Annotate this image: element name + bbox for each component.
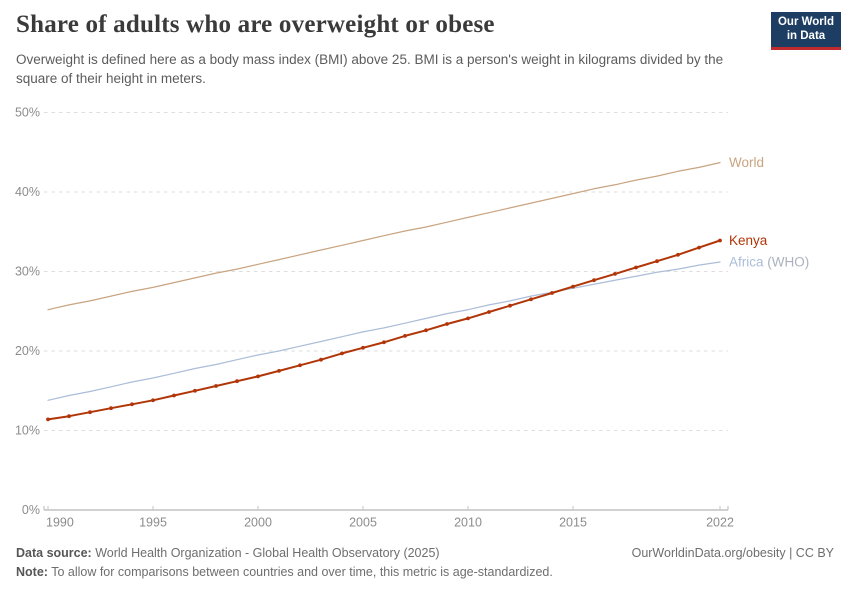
- data-point-marker: [172, 393, 176, 398]
- x-axis-tick-label: 2015: [559, 516, 587, 530]
- series-label-world[interactable]: World: [729, 155, 764, 170]
- data-point-marker: [319, 357, 323, 362]
- data-point-marker: [193, 388, 197, 393]
- series-line-world[interactable]: [47, 161, 721, 311]
- data-point-marker: [361, 345, 365, 350]
- data-point-marker: [235, 379, 239, 384]
- data-point-marker: [487, 310, 491, 314]
- x-axis-tick-label: 1995: [139, 516, 167, 530]
- note-text: Note: To allow for comparisons between c…: [16, 565, 553, 579]
- y-axis-tick-label: 40%: [15, 185, 40, 199]
- data-point-marker: [697, 245, 701, 250]
- data-point-marker: [592, 278, 596, 283]
- chart-footer: Data source: World Health Organization -…: [16, 546, 834, 579]
- data-point-marker: [676, 252, 680, 257]
- owid-logo[interactable]: Our World in Data: [771, 12, 841, 50]
- data-point-marker: [718, 238, 722, 243]
- data-point-marker: [571, 284, 575, 289]
- owid-logo-line1: Our World: [777, 15, 834, 28]
- data-point-marker: [613, 272, 617, 276]
- data-point-marker: [466, 316, 470, 321]
- y-axis-tick-label: 20%: [15, 344, 40, 358]
- x-axis-tick-label: 2010: [454, 516, 482, 530]
- data-point-marker: [340, 351, 344, 356]
- owid-link[interactable]: OurWorldinData.org/obesity | CC BY: [631, 546, 834, 560]
- data-point-marker: [298, 363, 302, 368]
- data-point-marker: [424, 328, 428, 333]
- series-label-africa-who[interactable]: Africa (WHO): [729, 254, 809, 269]
- data-point-marker: [46, 417, 50, 422]
- series-line-kenya[interactable]: [47, 239, 721, 421]
- y-axis-tick-label: 30%: [15, 265, 40, 279]
- x-axis-tick-label: 2005: [349, 516, 377, 530]
- x-axis-tick-label: 2000: [244, 516, 272, 530]
- data-point-marker: [256, 374, 260, 379]
- y-axis-tick-label: 10%: [15, 424, 40, 438]
- data-point-marker: [277, 369, 281, 373]
- series-label-kenya[interactable]: Kenya: [729, 233, 768, 248]
- data-point-marker: [634, 265, 638, 270]
- data-point-marker: [655, 259, 659, 264]
- x-axis-tick-label: 2022: [706, 516, 734, 530]
- data-point-marker: [130, 402, 134, 407]
- data-point-marker: [445, 322, 449, 326]
- owid-logo-line2: in Data: [786, 29, 826, 42]
- data-source-text: Data source: World Health Organization -…: [16, 546, 440, 560]
- data-point-marker: [67, 414, 71, 419]
- y-axis-tick-label: 50%: [15, 106, 40, 120]
- data-point-marker: [550, 291, 554, 295]
- data-point-marker: [403, 334, 407, 338]
- data-point-marker: [529, 297, 533, 302]
- page-title: Share of adults who are overweight or ob…: [16, 11, 495, 38]
- data-point-marker: [214, 384, 218, 388]
- data-point-marker: [508, 303, 512, 308]
- x-axis-tick-label: 1990: [46, 516, 74, 530]
- data-point-marker: [88, 410, 92, 415]
- y-axis-tick-label: 0%: [22, 503, 40, 517]
- data-point-marker: [151, 398, 155, 403]
- series-line-africa-who[interactable]: [47, 261, 721, 401]
- data-point-marker: [382, 340, 386, 345]
- chart-subtitle: Overweight is defined here as a body mas…: [16, 52, 724, 86]
- data-point-marker: [109, 406, 113, 411]
